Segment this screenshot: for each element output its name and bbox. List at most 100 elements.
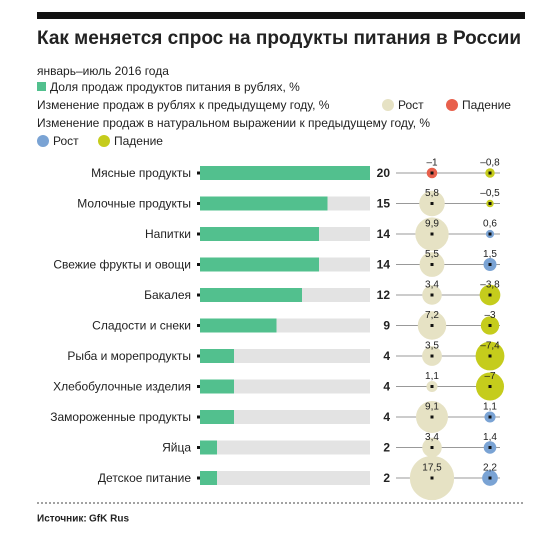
bar-dot — [197, 385, 200, 388]
bar-track — [200, 410, 370, 424]
bar-track — [200, 349, 370, 363]
bubble-dot — [430, 385, 434, 388]
category-label: Напитки — [145, 227, 191, 241]
bar-value: 14 — [377, 258, 391, 272]
bar-value: 20 — [377, 166, 391, 180]
category-label: Рыба и морепродукты — [67, 349, 191, 363]
legend-swatch — [98, 135, 110, 147]
bubble-dot — [488, 324, 492, 327]
bubble-label: –7 — [484, 371, 496, 382]
bubble-label: 1,5 — [483, 249, 497, 260]
bubble-label: 1,1 — [483, 402, 497, 413]
category-label: Бакалея — [144, 288, 191, 302]
bar — [200, 410, 234, 424]
source: GfK Rus — [89, 514, 129, 525]
bubble-label: 3,4 — [425, 432, 439, 443]
bubble-label: 1,4 — [483, 432, 497, 443]
bubble-label: 0,6 — [483, 219, 497, 230]
bar — [200, 318, 277, 333]
bubble-label: 3,5 — [425, 341, 439, 352]
bubble-label: 1,1 — [425, 371, 439, 382]
bar-dot — [197, 446, 200, 449]
bar-dot — [197, 232, 200, 236]
bar-value: 4 — [383, 380, 390, 394]
bar-value: 14 — [377, 227, 391, 241]
bubble-dot — [488, 415, 492, 419]
bubble-label: –0,5 — [480, 188, 500, 199]
bubble-dot — [488, 476, 492, 480]
bubble-dot — [430, 263, 434, 266]
bubble-label: –1 — [426, 158, 438, 169]
bar-value: 15 — [377, 197, 391, 211]
bar-track — [200, 440, 370, 455]
bar — [200, 257, 319, 272]
bubble-label: –0,8 — [480, 158, 500, 169]
bar-value: 9 — [383, 319, 390, 333]
bar-track — [200, 379, 370, 394]
bar — [200, 166, 370, 180]
bubble-dot — [488, 263, 492, 266]
bubble-dot — [430, 171, 434, 175]
bar-value: 2 — [383, 471, 390, 485]
bubble-label: –3 — [484, 310, 496, 321]
legend-swatch — [382, 99, 394, 111]
source-label: Источник: — [37, 514, 87, 525]
chart-title: Как меняется спрос на продукты питания в… — [37, 28, 521, 49]
bubble-label: 5,8 — [425, 188, 439, 199]
bar — [200, 196, 328, 211]
bar-dot — [197, 202, 200, 205]
bubble-label: 2,2 — [483, 463, 497, 474]
bubble-label: 9,9 — [425, 219, 439, 230]
bubble-dot — [430, 476, 434, 480]
bubble-label: 3,4 — [425, 280, 439, 291]
bubble-dot — [488, 354, 492, 358]
bar — [200, 379, 234, 394]
bubble-dot — [488, 446, 492, 449]
legend-label: Изменение продаж в рублях к предыдущему … — [37, 98, 330, 112]
legend-swatch — [37, 135, 49, 147]
bubble-dot — [488, 232, 492, 236]
bar-dot — [197, 324, 200, 327]
bubble-dot — [430, 415, 434, 419]
bubble-label: –7,4 — [480, 341, 500, 352]
bubble-dot — [488, 293, 492, 297]
bar — [200, 471, 217, 485]
bar-dot — [197, 476, 200, 480]
legend-label: Падение — [114, 134, 163, 148]
legend-label: Доля продаж продуктов питания в рублях, … — [50, 80, 300, 94]
bar-dot — [197, 293, 200, 297]
bubble-label: 5,5 — [425, 249, 439, 260]
category-label: Свежие фрукты и овощи — [53, 258, 191, 272]
bar-value: 2 — [383, 441, 390, 455]
legend-label: Изменение продаж в натуральном выражении… — [37, 116, 430, 130]
bar-value: 4 — [383, 349, 390, 363]
bubble-label: 17,5 — [422, 463, 442, 474]
category-label: Яйца — [162, 441, 191, 455]
bubble-label: 9,1 — [425, 402, 439, 413]
category-label: Мясные продукты — [91, 166, 191, 180]
category-label: Молочные продукты — [77, 197, 191, 211]
legend-swatch — [37, 82, 46, 91]
bar-value: 12 — [377, 288, 391, 302]
bar-dot — [197, 263, 200, 266]
bubble-dot — [430, 354, 434, 358]
category-label: Сладости и снеки — [92, 319, 191, 333]
bubble-dot — [430, 232, 434, 236]
legend-swatch — [446, 99, 458, 111]
bubble-dot — [488, 171, 492, 175]
bar-value: 4 — [383, 410, 390, 424]
bubble-dot — [430, 446, 434, 449]
legend-label: Рост — [53, 134, 79, 148]
category-label: Замороженные продукты — [50, 410, 191, 424]
bar-track — [200, 471, 370, 485]
bubble-dot — [430, 202, 434, 205]
subtitle: январь–июль 2016 года — [37, 64, 169, 78]
bubble-dot — [430, 293, 434, 297]
bar-dot — [197, 171, 200, 175]
bar — [200, 227, 319, 241]
bubble-label: –3,8 — [480, 280, 500, 291]
bar-dot — [197, 415, 200, 419]
bar — [200, 349, 234, 363]
bubble-dot — [488, 385, 492, 388]
